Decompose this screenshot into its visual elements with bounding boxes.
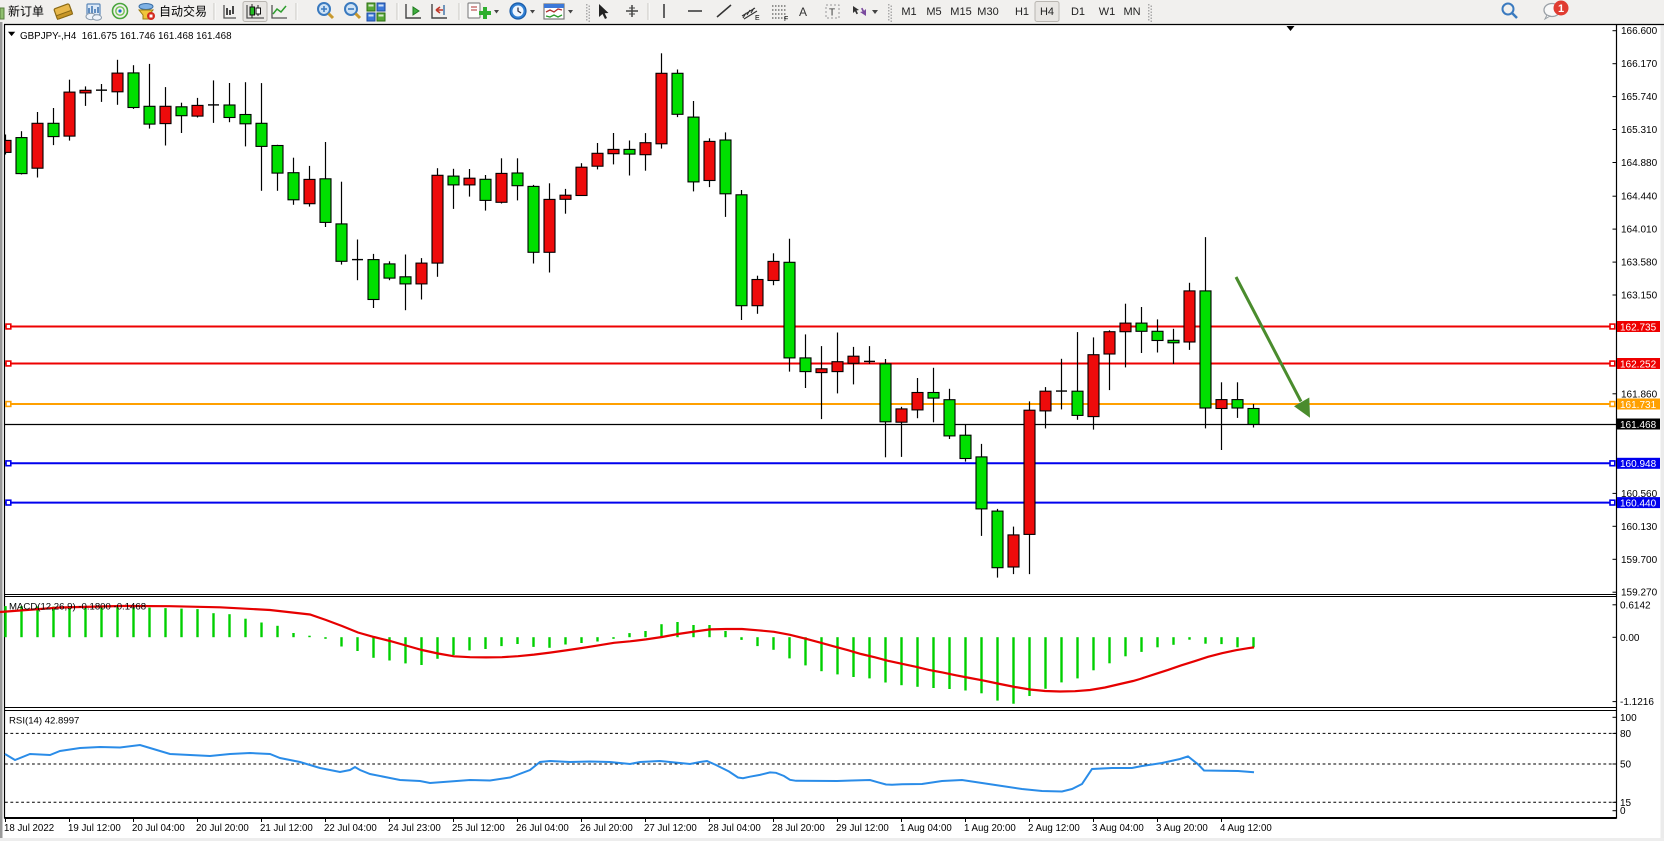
svg-text:160.440: 160.440 xyxy=(1620,498,1657,509)
svg-text:M1: M1 xyxy=(901,6,916,18)
svg-text:0.6142: 0.6142 xyxy=(1620,600,1651,611)
svg-text:100: 100 xyxy=(1620,713,1637,724)
svg-text:160.130: 160.130 xyxy=(1621,522,1658,533)
svg-text:27 Jul 12:00: 27 Jul 12:00 xyxy=(644,823,697,834)
svg-text:15: 15 xyxy=(1620,798,1632,809)
svg-text:自动交易: 自动交易 xyxy=(159,4,207,19)
svg-text:160.560: 160.560 xyxy=(1621,489,1658,500)
svg-text:H1: H1 xyxy=(1015,6,1029,18)
svg-text:2 Aug 12:00: 2 Aug 12:00 xyxy=(1028,823,1080,834)
svg-text:-1.1216: -1.1216 xyxy=(1620,697,1654,708)
svg-text:18 Jul 2022: 18 Jul 2022 xyxy=(4,823,54,834)
svg-text:164.010: 164.010 xyxy=(1621,225,1658,236)
svg-text:162.735: 162.735 xyxy=(1620,322,1657,333)
svg-text:165.310: 165.310 xyxy=(1621,125,1658,136)
svg-text:3 Aug 20:00: 3 Aug 20:00 xyxy=(1156,823,1208,834)
svg-text:W1: W1 xyxy=(1099,6,1116,18)
svg-text:25 Jul 12:00: 25 Jul 12:00 xyxy=(452,823,505,834)
svg-text:165.740: 165.740 xyxy=(1621,92,1658,103)
svg-text:1 Aug 20:00: 1 Aug 20:00 xyxy=(964,823,1016,834)
svg-text:新订单: 新订单 xyxy=(8,4,44,19)
svg-text:M15: M15 xyxy=(950,6,971,18)
svg-text:161.731: 161.731 xyxy=(1620,400,1657,411)
svg-text:0: 0 xyxy=(1620,806,1626,817)
svg-text:28 Jul 20:00: 28 Jul 20:00 xyxy=(772,823,825,834)
svg-text:D1: D1 xyxy=(1071,6,1085,18)
svg-text:3 Aug 04:00: 3 Aug 04:00 xyxy=(1092,823,1144,834)
svg-text:20 Jul 20:00: 20 Jul 20:00 xyxy=(196,823,249,834)
svg-text:164.440: 164.440 xyxy=(1621,192,1658,203)
svg-text:22 Jul 04:00: 22 Jul 04:00 xyxy=(324,823,377,834)
svg-text:19 Jul 12:00: 19 Jul 12:00 xyxy=(68,823,121,834)
svg-text:166.170: 166.170 xyxy=(1621,59,1658,70)
svg-text:20 Jul 04:00: 20 Jul 04:00 xyxy=(132,823,185,834)
svg-text:159.700: 159.700 xyxy=(1621,555,1658,566)
svg-text:24 Jul 23:00: 24 Jul 23:00 xyxy=(388,823,441,834)
svg-text:1 Aug 04:00: 1 Aug 04:00 xyxy=(900,823,952,834)
svg-text:160.948: 160.948 xyxy=(1620,459,1657,470)
svg-text:0.00: 0.00 xyxy=(1620,633,1640,644)
svg-text:163.580: 163.580 xyxy=(1621,258,1658,269)
svg-text:28 Jul 04:00: 28 Jul 04:00 xyxy=(708,823,761,834)
svg-text:4 Aug 12:00: 4 Aug 12:00 xyxy=(1220,823,1272,834)
svg-text:RSI(14) 42.8997: RSI(14) 42.8997 xyxy=(9,716,79,727)
svg-text:163.150: 163.150 xyxy=(1621,291,1658,302)
svg-text:1: 1 xyxy=(1558,3,1564,15)
svg-text:M5: M5 xyxy=(926,6,941,18)
svg-text:M30: M30 xyxy=(977,6,998,18)
svg-text:F: F xyxy=(784,16,788,23)
svg-text:26 Jul 04:00: 26 Jul 04:00 xyxy=(516,823,569,834)
svg-text:161.468: 161.468 xyxy=(1620,420,1657,431)
svg-text:159.270: 159.270 xyxy=(1621,588,1658,599)
svg-text:21 Jul 12:00: 21 Jul 12:00 xyxy=(260,823,313,834)
svg-text:E: E xyxy=(755,15,760,22)
svg-text:166.600: 166.600 xyxy=(1621,26,1658,37)
svg-text:164.880: 164.880 xyxy=(1621,158,1658,169)
svg-text:26 Jul 20:00: 26 Jul 20:00 xyxy=(580,823,633,834)
svg-text:MACD(12,26,9) -0.1800 -0.1468: MACD(12,26,9) -0.1800 -0.1468 xyxy=(9,602,146,613)
svg-text:29 Jul 12:00: 29 Jul 12:00 xyxy=(836,823,889,834)
svg-text:MN: MN xyxy=(1123,6,1140,18)
svg-text:161.860: 161.860 xyxy=(1621,389,1658,400)
svg-text:H4: H4 xyxy=(1040,6,1054,18)
svg-text:80: 80 xyxy=(1620,729,1632,740)
svg-text:GBPJPY-,H4 161.675 161.746 16: GBPJPY-,H4 161.675 161.746 161.468 161.4… xyxy=(20,31,232,42)
svg-text:50: 50 xyxy=(1620,760,1632,771)
svg-text:T: T xyxy=(829,8,835,19)
svg-text:A: A xyxy=(799,5,807,19)
svg-text:162.252: 162.252 xyxy=(1620,359,1657,370)
